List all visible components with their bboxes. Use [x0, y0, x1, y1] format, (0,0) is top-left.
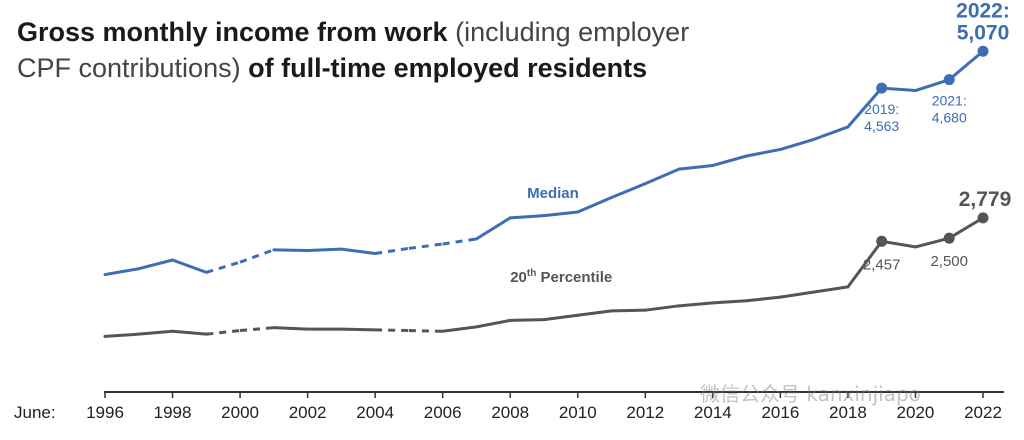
series-0-marker-2019: [876, 82, 888, 94]
series-1-marker-2019: [876, 235, 888, 247]
series-0-segment: [442, 237, 477, 246]
marker-year-label: 2019:: [864, 101, 899, 117]
series-0-segment: [205, 260, 241, 274]
x-tick-label: 2004: [356, 403, 394, 422]
series-1-segment: [778, 290, 816, 299]
marker-value-label: 2,779: [959, 188, 1012, 211]
x-tick-label: 2020: [897, 403, 935, 422]
series-0-segment: [171, 258, 208, 274]
x-tick-label: 2010: [559, 403, 597, 422]
series-1-segment: [239, 326, 274, 333]
series-0-segment: [306, 247, 343, 253]
series-1-segment: [508, 318, 546, 322]
series-1-segment: [711, 299, 749, 305]
series-0-segment: [812, 125, 850, 141]
title-bold-part-2: of full-time employed residents: [248, 53, 648, 83]
series-1-segment: [610, 308, 647, 313]
marker-value-label: 4,680: [932, 110, 967, 126]
title-bold-part: Gross monthly income from work: [17, 17, 448, 47]
series-0-segment: [913, 78, 951, 93]
series-0-segment: [711, 154, 749, 167]
series-0-segment: [374, 246, 410, 255]
series-1-segment: [103, 332, 141, 338]
series-0-segment: [778, 137, 816, 151]
series-1-segment: [913, 236, 951, 249]
title-regular-part: (including employer CPF contributions): [17, 17, 690, 83]
x-tick-label: 2016: [761, 403, 799, 422]
x-tick-label: 1996: [86, 403, 124, 422]
x-tick-label: 2018: [829, 403, 867, 422]
x-tick-label: 2000: [221, 403, 259, 422]
series-0-marker-2022: [977, 45, 989, 57]
series-0-segment: [677, 163, 715, 171]
marker-year-label: 2022:: [956, 0, 1010, 22]
series-1-segment: [542, 313, 580, 322]
series-1-segment: [677, 301, 715, 308]
series-0-marker-2021: [943, 74, 955, 86]
chart-title: Gross monthly income from work (includin…: [17, 14, 737, 86]
x-tick-label: 1998: [154, 403, 192, 422]
series-1-segment: [441, 325, 478, 333]
series-0-segment: [576, 195, 614, 214]
series-1-segment: [206, 329, 241, 336]
series-1-segment: [375, 328, 409, 333]
series-1-segment: [812, 285, 850, 294]
watermark: 微信公众号 kanxinjiapo: [700, 382, 921, 406]
series-0-segment: [408, 242, 443, 250]
series-0-segment: [643, 167, 681, 186]
x-tick-label: 2002: [289, 403, 327, 422]
series-1-segment: [745, 295, 782, 303]
series-1-marker-2022: [977, 212, 989, 224]
series-0-segment: [947, 49, 985, 82]
series-1-segment: [474, 318, 512, 329]
series-1-segment: [947, 216, 985, 240]
series-0-segment: [339, 247, 377, 255]
series-0-segment: [745, 147, 782, 158]
x-tick-label: 2012: [626, 403, 664, 422]
series-1-name: 20th Percentile: [510, 268, 612, 286]
series-0-segment: [542, 210, 580, 218]
series-0-segment: [508, 214, 546, 220]
x-tick-label: 2014: [694, 403, 732, 422]
marker-year-label: 2021:: [932, 93, 967, 109]
series-1-segment: [846, 239, 884, 289]
series-0-segment: [239, 248, 275, 264]
series-1-segment: [272, 326, 310, 331]
x-tick-label: 2006: [424, 403, 462, 422]
series-1-segment: [880, 239, 917, 249]
series-1-segment: [576, 309, 614, 317]
series-1-segment: [408, 329, 443, 333]
marker-value-label: 5,070: [957, 21, 1010, 44]
series-0-segment: [846, 86, 884, 129]
series-1-segment: [171, 329, 208, 336]
series-1-segment: [339, 327, 377, 332]
series-layer: [103, 49, 985, 338]
series-1-segment: [643, 304, 681, 312]
marker-value-label: 4,563: [864, 118, 899, 134]
series-1-marker-2021: [943, 232, 955, 244]
series-0-segment: [610, 182, 647, 199]
marker-value-label: 2,500: [930, 253, 968, 270]
x-tick-label: 2008: [491, 403, 529, 422]
series-0-segment: [103, 267, 141, 277]
x-axis-ticks: 1996 1998 2000 2002 2004 2006 2008 2010 2012 2014…: [86, 392, 1002, 422]
series-0-name: Median: [527, 185, 579, 202]
labels-layer: Median 2019:4,563 2021:4,680 2022:5,070 20th…: [510, 0, 1011, 286]
series-1-segment: [137, 329, 175, 336]
x-tick-label: 2022: [964, 403, 1002, 422]
series-0-segment: [880, 86, 917, 93]
marker-value-label: 2,457: [863, 256, 901, 273]
series-0-segment: [137, 258, 175, 271]
x-axis-label: June:: [14, 403, 56, 422]
series-0-segment: [272, 248, 310, 253]
series-0-segment: [474, 216, 512, 241]
